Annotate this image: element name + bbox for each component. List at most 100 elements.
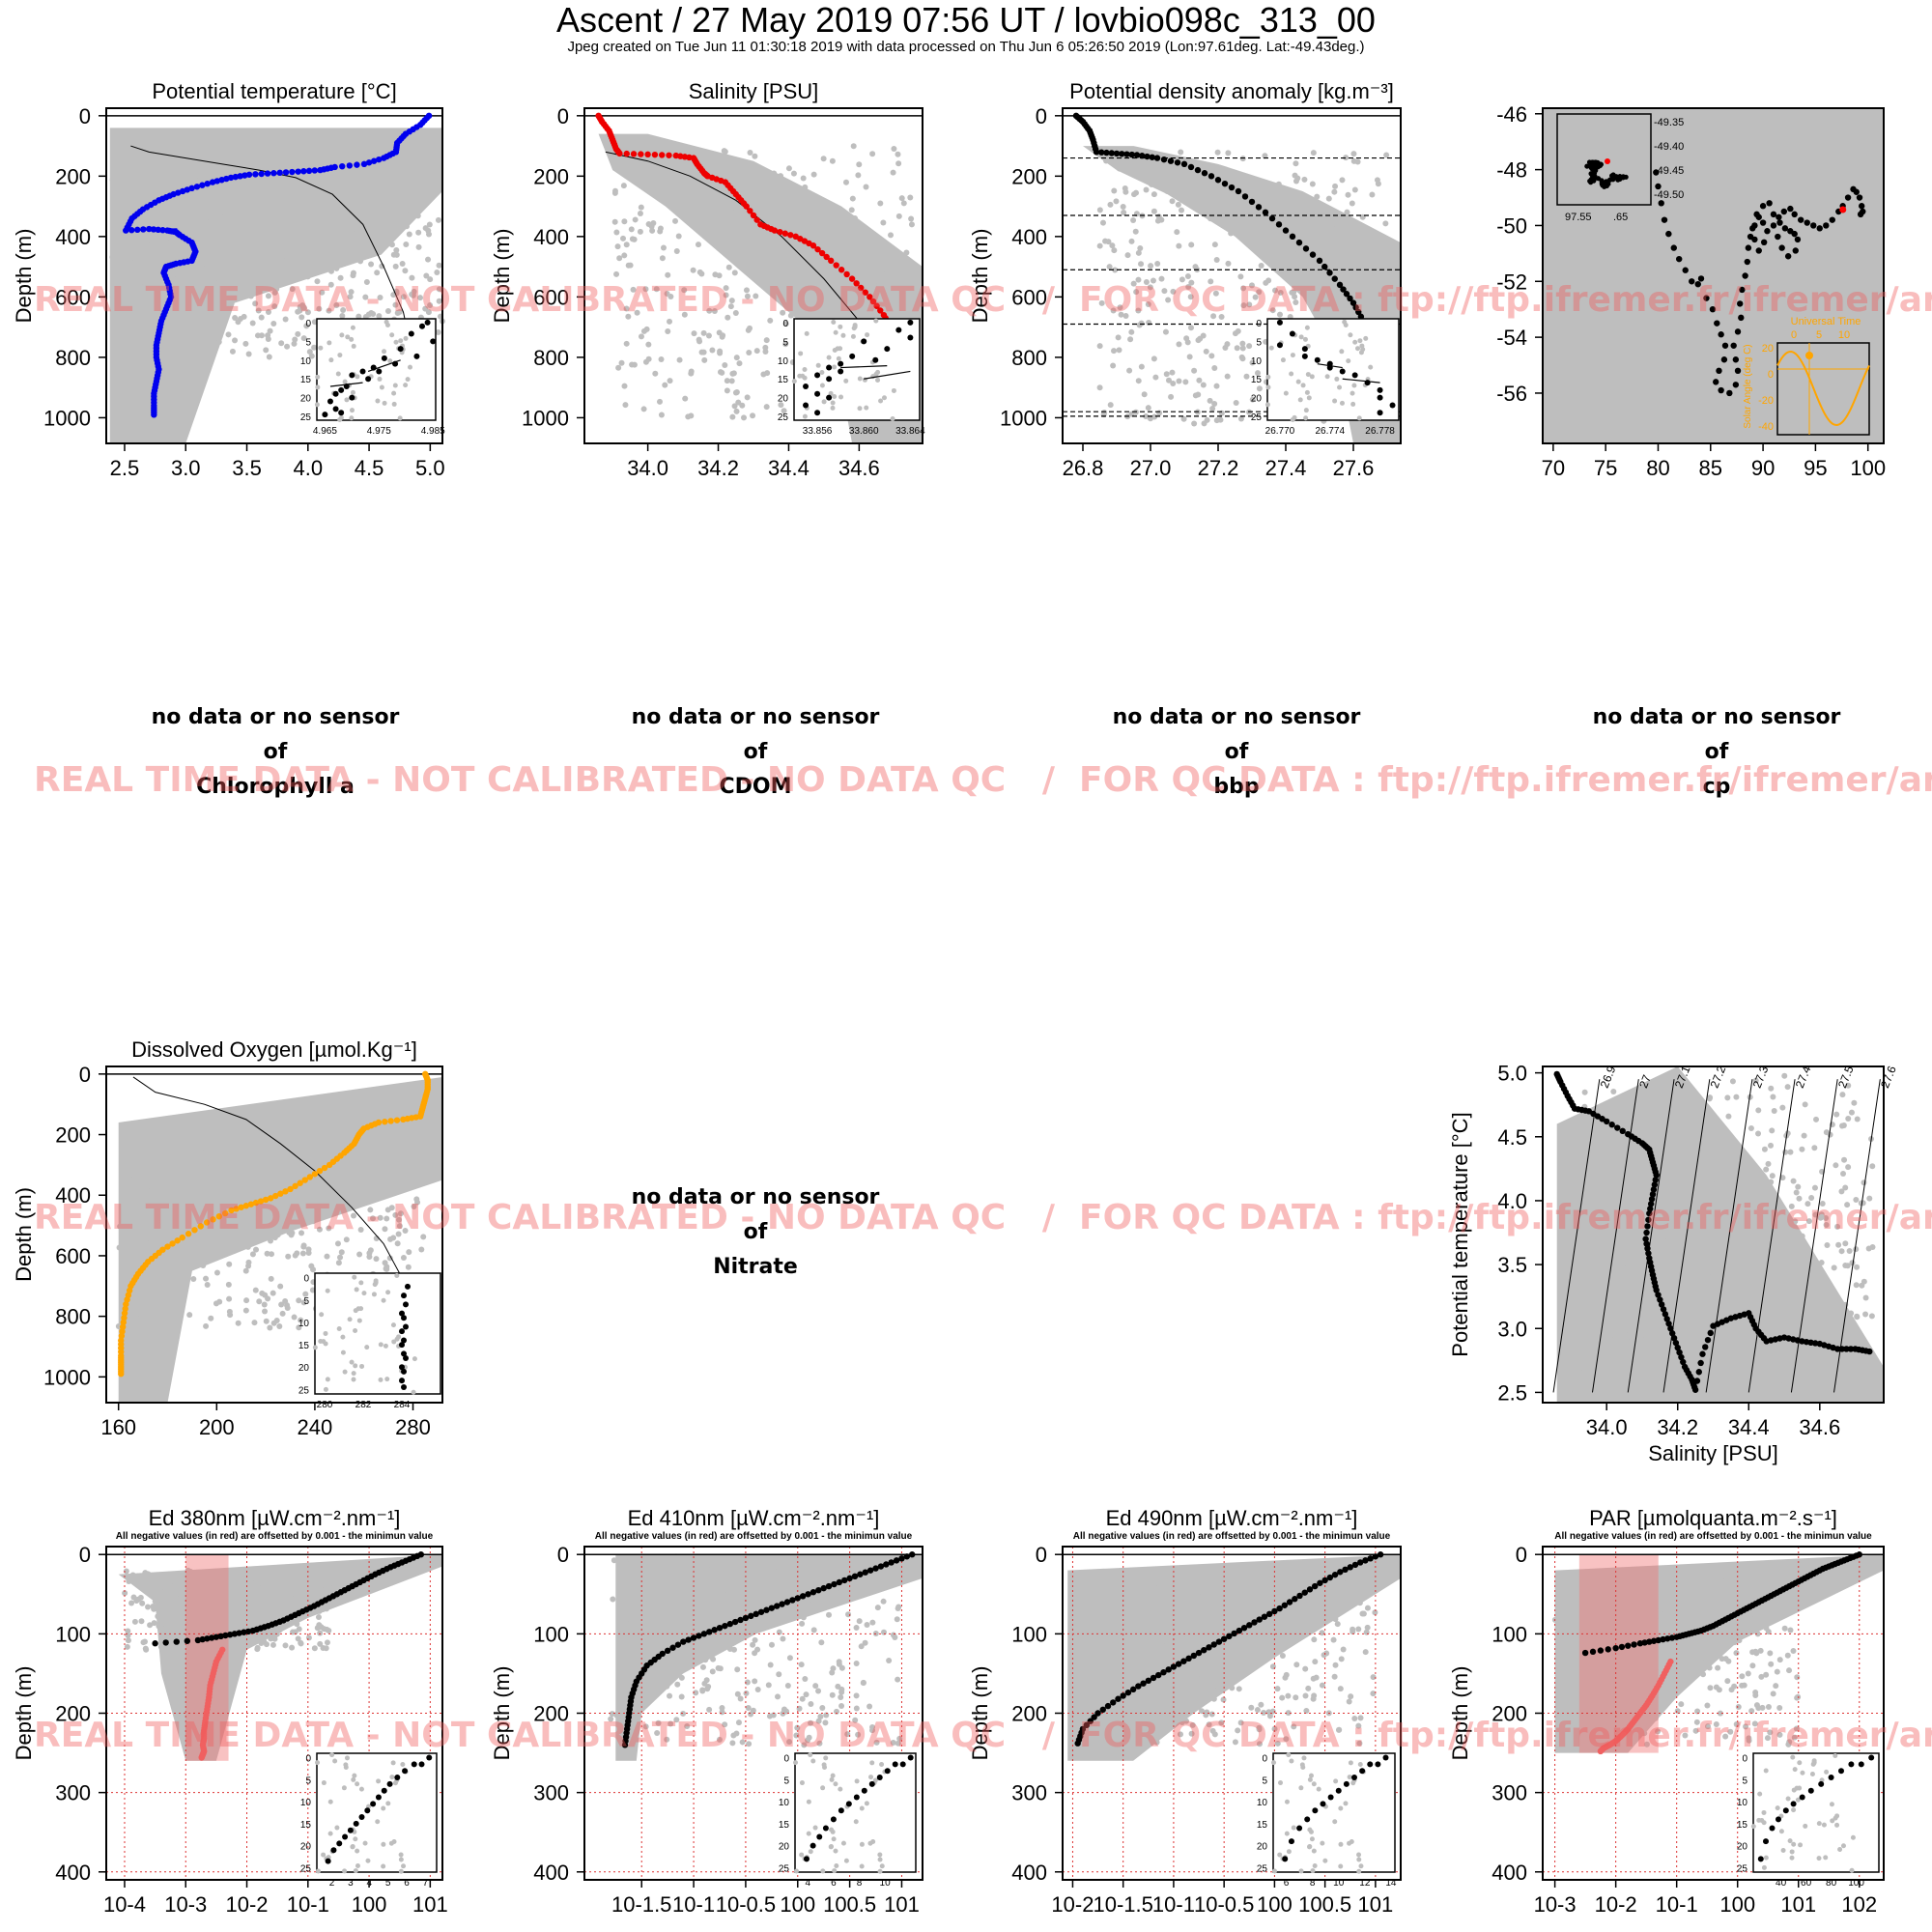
cloud-point — [1683, 1669, 1690, 1676]
data-point — [1281, 1602, 1289, 1608]
cloud-point — [213, 289, 220, 296]
cloud-point — [678, 1693, 685, 1700]
cloud-point — [794, 1868, 800, 1874]
cloud-point — [1249, 204, 1256, 211]
cloud-point — [180, 1180, 186, 1187]
cloud-point — [129, 249, 136, 256]
cloud-point — [417, 295, 424, 301]
cloud-point — [1755, 1107, 1762, 1114]
cloud-point — [1151, 1690, 1158, 1697]
x-tick-label: 10-1.5 — [611, 1892, 671, 1917]
cloud-point — [147, 1239, 154, 1246]
cloud-point — [1111, 1668, 1118, 1675]
cloud-point — [765, 1682, 772, 1689]
cloud-point — [1276, 187, 1283, 194]
data-point — [644, 151, 651, 158]
cloud-point — [260, 1630, 267, 1636]
data-point — [1271, 1607, 1278, 1615]
cloud-point — [1628, 1574, 1634, 1580]
cloud-point — [1143, 279, 1150, 286]
trajectory-point — [1721, 342, 1729, 349]
data-point — [774, 1603, 781, 1609]
cloud-point — [1191, 367, 1198, 374]
cloud-point — [388, 242, 395, 248]
cloud-point — [846, 253, 853, 260]
cloud-point — [1684, 1637, 1690, 1644]
cloud-point — [1597, 1315, 1604, 1321]
cloud-point — [325, 263, 331, 270]
trajectory-point — [1718, 386, 1724, 394]
cloud-point — [1853, 1282, 1860, 1289]
cloud-point — [618, 1591, 625, 1598]
cloud-point — [744, 394, 751, 401]
cloud-point — [259, 1178, 266, 1184]
cloud-point — [1264, 402, 1270, 408]
cloud-point — [242, 1176, 248, 1182]
cloud-point — [267, 1324, 273, 1331]
inset-point — [401, 1350, 407, 1357]
cloud-point — [228, 300, 235, 307]
cloud-point — [1289, 1758, 1294, 1764]
data-point — [1664, 1635, 1671, 1642]
data-point — [700, 1631, 708, 1637]
cloud-point — [203, 1322, 210, 1329]
cloud-point — [1171, 1600, 1178, 1606]
cloud-point — [403, 383, 409, 388]
y-axis-label: Depth (m) — [12, 229, 36, 324]
y-tick-label: -56 — [1496, 382, 1527, 406]
cloud-point — [1131, 1699, 1138, 1706]
cloud-point — [1284, 1799, 1290, 1804]
cloud-point — [1796, 1195, 1803, 1202]
cloud-point — [1137, 245, 1144, 252]
cloud-point — [306, 1202, 313, 1208]
data-point — [339, 162, 346, 170]
cloud-point — [185, 1621, 192, 1628]
cloud-point — [1237, 415, 1244, 422]
data-point — [119, 1328, 126, 1335]
cloud-point — [178, 1269, 185, 1276]
cloud-point — [802, 413, 808, 419]
trajectory-point — [1694, 280, 1701, 288]
cloud-point — [1085, 1579, 1092, 1586]
cloud-point — [903, 249, 910, 256]
cloud-point — [907, 194, 914, 201]
data-point — [244, 1628, 252, 1635]
inset-point — [1335, 1787, 1342, 1794]
inset-y-tick-label: 5 — [1262, 1776, 1267, 1786]
cloud-point — [1747, 1384, 1753, 1391]
cloud-point — [190, 1276, 197, 1283]
cloud-point — [308, 242, 315, 249]
cloud-point — [219, 1162, 226, 1169]
cloud-point — [353, 1868, 358, 1874]
data-point — [1340, 286, 1347, 293]
cloud-point — [194, 1260, 201, 1266]
cloud-point — [278, 340, 285, 347]
cloud-point — [1704, 1273, 1711, 1280]
cloud-point — [820, 1868, 826, 1874]
cloud-point — [401, 1863, 407, 1869]
cloud-point — [1270, 1602, 1277, 1608]
cloud-point — [373, 185, 380, 192]
cloud-point — [806, 1799, 811, 1804]
cloud-point — [1776, 1731, 1783, 1738]
cloud-point — [191, 318, 198, 325]
cloud-point — [1608, 1585, 1615, 1592]
cloud-point — [823, 1712, 830, 1719]
cloud-point — [1170, 380, 1177, 386]
cloud-point — [1351, 1716, 1358, 1722]
cloud-point — [194, 333, 201, 340]
cloud-point — [1207, 183, 1213, 189]
data-point — [1660, 1635, 1666, 1643]
cloud-point — [690, 267, 696, 273]
y-tick-label: 400 — [1492, 1861, 1527, 1885]
cloud-point — [1722, 1573, 1729, 1579]
cloud-point — [1605, 1218, 1612, 1225]
cloud-point — [762, 197, 769, 204]
cloud-point — [1636, 1108, 1643, 1115]
data-point — [1704, 1336, 1712, 1344]
data-point — [862, 289, 868, 296]
cloud-point — [1739, 1673, 1746, 1680]
cloud-point — [1701, 1654, 1708, 1661]
data-point — [1228, 184, 1236, 191]
